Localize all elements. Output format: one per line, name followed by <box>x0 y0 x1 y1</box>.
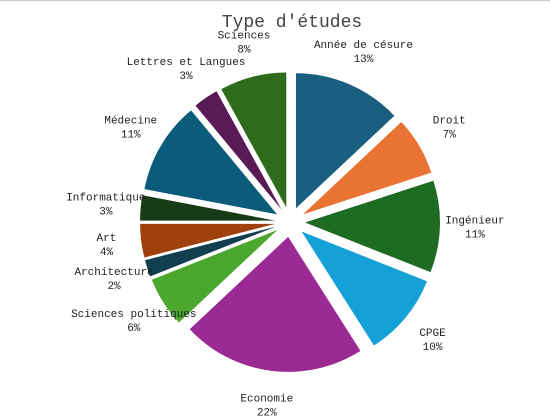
slice-value-label: 13% <box>354 54 374 66</box>
slice-label: Ingénieur <box>445 216 504 228</box>
pie-slice <box>221 72 287 208</box>
slice-value-label: 2% <box>107 281 121 293</box>
slice-value-label: 4% <box>100 247 114 259</box>
slice-value-label: 22% <box>257 407 277 418</box>
slice-label: Sciences <box>218 31 271 43</box>
slice-label: CPGE <box>419 328 446 340</box>
slice-value-label: 6% <box>127 323 141 335</box>
pie-slice <box>195 91 282 210</box>
slice-value-label: 3% <box>179 71 193 83</box>
slice-label: Economie <box>240 393 293 405</box>
pie-slice <box>140 195 276 221</box>
slice-value-label: 11% <box>465 230 485 242</box>
slice-label: Médecine <box>104 116 157 128</box>
slice-label: Droit <box>433 116 466 128</box>
slice-label: Informatique <box>66 192 145 204</box>
pie-slice <box>144 110 278 215</box>
pie-slice <box>144 226 276 277</box>
pie-slice <box>295 73 395 209</box>
pie-slice <box>140 223 276 258</box>
slice-label: Architecture <box>74 267 153 279</box>
slice-value-label: 11% <box>121 130 141 142</box>
slice-label: Année de césure <box>314 40 413 52</box>
pie-slice <box>151 230 278 323</box>
chart-title: Type d'études <box>222 13 362 33</box>
slice-label: Art <box>97 233 117 245</box>
slice-label: Sciences politiques <box>71 309 196 321</box>
slice-label: Lettres et Langues <box>127 57 246 69</box>
slice-value-label: 10% <box>423 342 443 354</box>
pie-slice <box>302 121 432 215</box>
slice-value-label: 7% <box>443 130 457 142</box>
pie-slice <box>301 231 428 346</box>
slice-value-label: 3% <box>99 206 113 218</box>
pie-slice <box>189 236 361 372</box>
pie-slice <box>304 180 440 273</box>
slice-value-label: 8% <box>237 45 251 57</box>
